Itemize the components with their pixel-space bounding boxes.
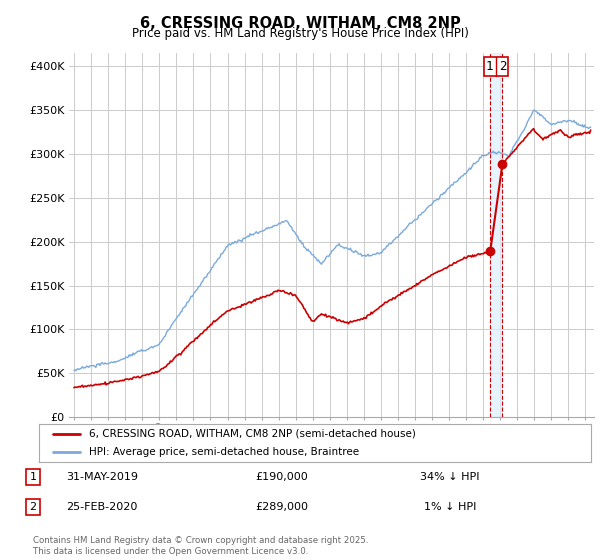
Text: 6, CRESSING ROAD, WITHAM, CM8 2NP: 6, CRESSING ROAD, WITHAM, CM8 2NP [140, 16, 460, 31]
Text: 2: 2 [500, 60, 507, 73]
Text: 6, CRESSING ROAD, WITHAM, CM8 2NP (semi-detached house): 6, CRESSING ROAD, WITHAM, CM8 2NP (semi-… [89, 429, 416, 439]
Text: Contains HM Land Registry data © Crown copyright and database right 2025.
This d: Contains HM Land Registry data © Crown c… [33, 536, 368, 556]
Text: 25-FEB-2020: 25-FEB-2020 [67, 502, 137, 512]
Text: 34% ↓ HPI: 34% ↓ HPI [420, 472, 480, 482]
Text: HPI: Average price, semi-detached house, Braintree: HPI: Average price, semi-detached house,… [89, 447, 359, 457]
Bar [490, 53, 502, 417]
Text: 1% ↓ HPI: 1% ↓ HPI [424, 502, 476, 512]
Text: 1: 1 [486, 60, 493, 73]
Text: £289,000: £289,000 [256, 502, 308, 512]
FancyBboxPatch shape [484, 57, 508, 76]
Text: 31-MAY-2019: 31-MAY-2019 [66, 472, 138, 482]
Text: 2: 2 [29, 502, 37, 512]
Text: Price paid vs. HM Land Registry's House Price Index (HPI): Price paid vs. HM Land Registry's House … [131, 27, 469, 40]
Text: £190,000: £190,000 [256, 472, 308, 482]
Text: 1: 1 [29, 472, 37, 482]
